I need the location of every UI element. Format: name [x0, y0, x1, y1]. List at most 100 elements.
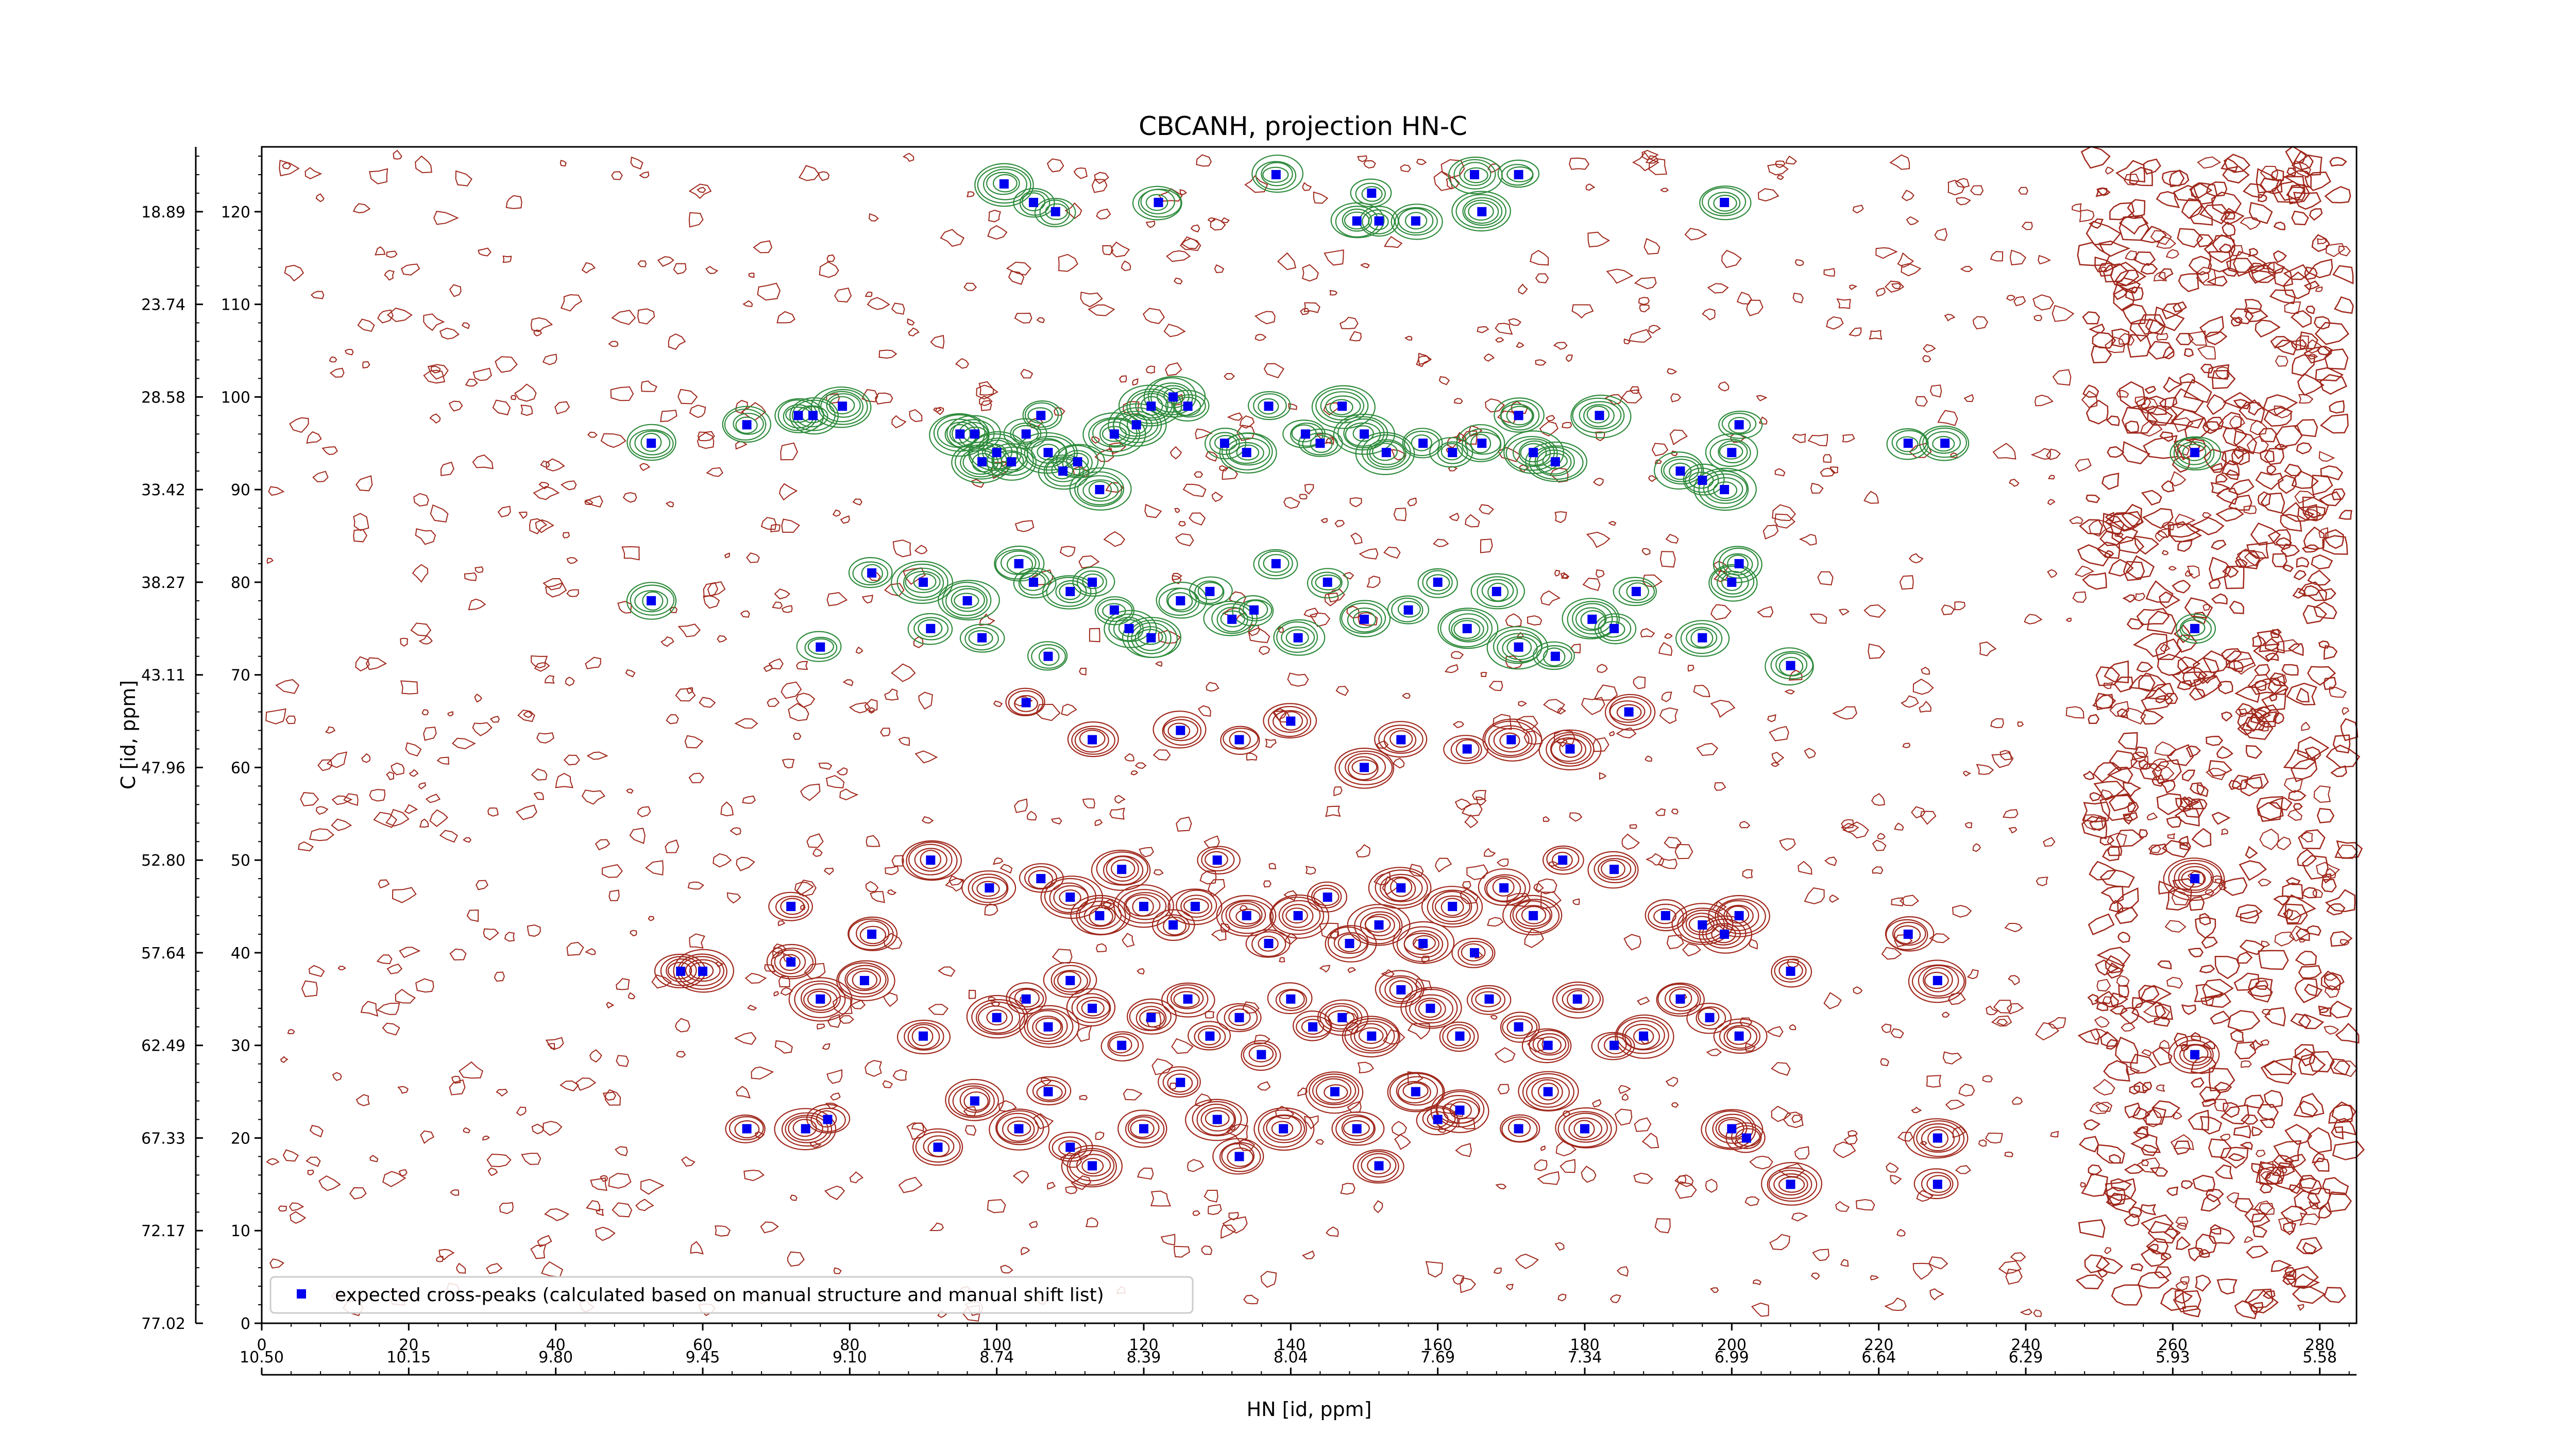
noise-contour — [1687, 665, 1694, 672]
noise-contour — [1838, 609, 1850, 616]
x-ppm-tick-label: 9.80 — [538, 1349, 573, 1367]
noise-contour — [2081, 1173, 2108, 1197]
noise-contour — [852, 498, 862, 506]
peak-contour — [735, 416, 758, 434]
noise-contour — [2239, 860, 2267, 881]
noise-contour — [2095, 959, 2120, 976]
cross-peak-marker — [1360, 763, 1369, 772]
peak-contour — [1007, 1120, 1031, 1137]
peak-contour — [2181, 619, 2206, 636]
y-tick-label: 100 — [221, 389, 250, 407]
noise-contour — [2172, 580, 2191, 594]
noise-contour — [1425, 1261, 1443, 1278]
peak-contour — [779, 954, 801, 971]
cross-peak-marker — [1367, 188, 1377, 198]
peak-contour — [1156, 581, 1207, 619]
cross-peak-marker — [970, 1096, 979, 1106]
noise-contour — [1239, 905, 1248, 912]
noise-contour — [1963, 394, 1974, 402]
peak-contour — [1688, 916, 1715, 933]
noise-contour — [2206, 1189, 2224, 1203]
noise-contour — [2257, 630, 2285, 654]
peak-contour — [1459, 162, 1492, 186]
peak-contour — [1653, 908, 1676, 924]
peak-contour — [1083, 905, 1116, 927]
noise-contour — [2257, 722, 2269, 732]
noise-contour — [726, 892, 741, 904]
noise-contour — [2245, 307, 2268, 323]
noise-contour — [1196, 154, 1212, 167]
noise-contour — [1993, 1000, 2012, 1014]
noise-contour — [2227, 1010, 2261, 1032]
noise-contour — [474, 566, 484, 574]
noise-contour — [1640, 628, 1655, 638]
noise-contour — [1960, 265, 1973, 273]
noise-contour — [1187, 1159, 1205, 1172]
noise-contour — [1572, 898, 1580, 905]
noise-contour — [1581, 1166, 1597, 1183]
noise-contour — [1059, 546, 1076, 558]
peak-contour — [1005, 687, 1045, 716]
noise-contour — [413, 493, 429, 507]
noise-contour — [1462, 430, 1478, 445]
noise-contour — [537, 1235, 552, 1248]
noise-contour — [1849, 284, 1858, 290]
noise-contour — [268, 486, 285, 496]
peak-contour — [1307, 881, 1348, 913]
peak-contour — [1453, 620, 1481, 639]
noise-contour — [637, 806, 651, 817]
noise-contour — [2334, 296, 2354, 314]
peak-contour — [1675, 620, 1730, 657]
noise-contour — [892, 540, 911, 558]
noise-contour — [1897, 252, 1914, 268]
noise-contour — [907, 318, 915, 326]
noise-contour — [2144, 683, 2175, 700]
peak-contour — [1709, 439, 1751, 467]
x-tick-label: 0 — [257, 1336, 266, 1354]
noise-contour — [2129, 1085, 2141, 1095]
noise-contour — [2307, 1187, 2331, 1210]
noise-contour — [2332, 734, 2351, 754]
noise-contour — [1641, 1132, 1659, 1149]
noise-contour — [914, 750, 938, 764]
cross-peak-marker — [2190, 624, 2200, 633]
cross-peak-marker — [933, 1142, 943, 1152]
noise-contour — [2287, 184, 2311, 205]
noise-contour — [1058, 254, 1078, 272]
noise-contour — [2188, 256, 2212, 276]
noise-contour — [2151, 1047, 2173, 1066]
noise-contour — [463, 837, 472, 843]
noise-contour — [2332, 265, 2354, 284]
noise-contour — [2181, 1004, 2196, 1015]
noise-contour — [2242, 716, 2274, 740]
noise-contour — [1402, 693, 1411, 699]
peak-contour — [1591, 1032, 1635, 1060]
noise-contour — [369, 789, 386, 802]
noise-contour — [2196, 234, 2214, 247]
peak-contour — [1598, 858, 1632, 881]
noise-contour — [2313, 785, 2331, 803]
noise-contour — [2224, 211, 2235, 220]
noise-contour — [1195, 428, 1213, 440]
noise-contour — [2230, 308, 2254, 325]
noise-contour — [2239, 401, 2265, 423]
noise-contour — [2296, 687, 2310, 702]
x-ppm-tick-label: 8.04 — [1274, 1349, 1308, 1367]
peak-contour — [1253, 1107, 1315, 1151]
cross-peak-marker — [742, 420, 752, 430]
noise-contour — [2298, 394, 2314, 404]
noise-contour — [451, 1075, 461, 1084]
noise-contour — [1334, 520, 1345, 528]
peak-contour — [1470, 433, 1492, 453]
cross-peak-marker — [1088, 1161, 1097, 1171]
noise-contour — [1841, 819, 1854, 829]
cross-peak-marker — [1727, 577, 1737, 587]
peak-contour — [1932, 436, 1955, 452]
noise-contour — [1263, 363, 1284, 379]
noise-contour — [1634, 277, 1657, 290]
peak-contour — [1081, 1000, 1105, 1017]
noise-contour — [1495, 323, 1513, 335]
noise-contour — [2156, 235, 2177, 249]
x-ppm-tick-label: 8.39 — [1127, 1349, 1161, 1367]
noise-contour — [774, 588, 791, 600]
